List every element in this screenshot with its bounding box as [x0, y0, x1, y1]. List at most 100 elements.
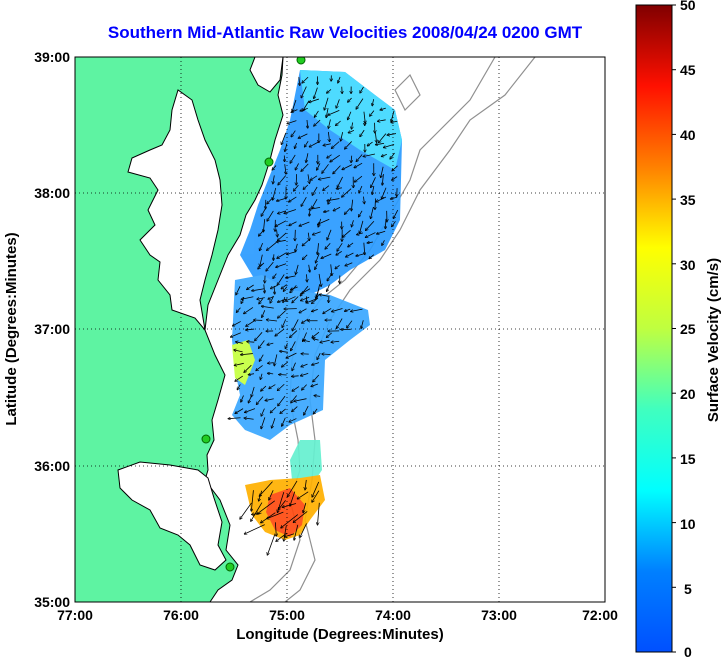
velocity-arrow: [301, 86, 307, 98]
velocity-arrow: [343, 229, 351, 237]
velocity-arrow: [291, 109, 298, 113]
velocity-arrow: [257, 396, 264, 405]
velocity-arrow: [261, 408, 265, 416]
x-tick-label: 73:00: [481, 607, 517, 623]
velocity-arrow: [284, 209, 297, 214]
velocity-arrow: [346, 252, 354, 257]
velocity-arrow: [236, 286, 241, 294]
velocity-arrow: [277, 239, 286, 242]
velocity-arrow: [294, 184, 299, 191]
velocity-arrow: [347, 320, 353, 328]
velocity-arrow: [324, 211, 330, 212]
velocity-arrow: [241, 395, 244, 402]
velocity-arrow: [278, 298, 288, 302]
velocity-arrow: [268, 373, 274, 374]
x-tick-label: 75:00: [269, 607, 305, 623]
velocity-arrow: [260, 242, 263, 250]
velocity-arrow: [270, 296, 274, 303]
velocity-arrow: [387, 134, 397, 135]
velocity-arrow: [377, 230, 386, 234]
velocity-arrow: [231, 332, 241, 337]
velocity-arrow: [280, 408, 286, 413]
x-tick-label: 74:00: [375, 607, 411, 623]
station-marker: [264, 157, 274, 167]
velocity-arrow: [267, 242, 277, 250]
velocity-arrow: [299, 77, 300, 85]
velocity-arrow: [269, 490, 274, 499]
velocity-arrow: [363, 196, 364, 204]
colorbar-tick-label: 15: [680, 451, 696, 467]
velocity-arrow: [345, 141, 352, 148]
velocity-arrow: [282, 319, 287, 327]
velocity-arrow: [360, 220, 364, 233]
velocity-arrow: [267, 534, 276, 554]
velocity-arrow: [286, 296, 296, 301]
velocity-arrow: [273, 273, 277, 279]
velocity-arrow: [298, 133, 308, 138]
velocity-arrow: [300, 107, 308, 110]
velocity-arrow: [327, 154, 332, 158]
velocity-arrow: [393, 209, 399, 218]
velocity-arrow: [313, 231, 321, 235]
velocity-arrow: [284, 286, 288, 291]
velocity-arrow: [282, 361, 288, 367]
velocity-arrow: [313, 339, 319, 340]
velocity-arrow: [275, 328, 285, 336]
station-marker: [201, 434, 211, 444]
velocity-arrow: [280, 351, 288, 352]
velocity-arrow: [284, 525, 287, 541]
velocity-arrow: [299, 221, 310, 226]
chesapeake-bay: [127, 89, 223, 332]
velocity-arrow: [323, 308, 332, 313]
velocity-arrow: [249, 374, 255, 375]
velocity-arrow: [318, 502, 320, 525]
velocity-arrow: [302, 76, 309, 83]
velocity-arrow: [259, 340, 265, 349]
velocity-arrow: [351, 308, 363, 311]
velocity-arrow: [328, 119, 331, 128]
velocity-arrow: [276, 532, 287, 541]
y-tick-label: 37:00: [34, 321, 70, 337]
velocity-arrow: [278, 175, 287, 185]
velocity-arrow: [246, 329, 255, 330]
velocity-arrow: [392, 176, 398, 180]
velocity-arrow: [368, 141, 373, 146]
velocity-arrow: [282, 503, 297, 507]
velocity-arrow: [294, 398, 307, 402]
velocity-arrow: [376, 143, 385, 144]
velocity-arrow: [299, 308, 307, 313]
velocity-arrow: [257, 298, 265, 300]
velocity-arrow: [308, 174, 310, 183]
velocity-arrow: [327, 229, 332, 240]
velocity-arrow: [313, 408, 318, 414]
velocity-arrow: [314, 396, 321, 397]
velocity-arrow: [244, 307, 254, 313]
velocity-arrow: [385, 218, 386, 229]
velocity-arrow: [293, 511, 308, 522]
velocity-arrow: [304, 340, 310, 342]
velocity-arrow: [291, 130, 296, 137]
velocity-arrow: [290, 491, 296, 506]
velocity-arrow: [330, 154, 341, 162]
velocity-arrow: [357, 233, 364, 235]
velocity-arrow: [321, 253, 332, 258]
velocity-arrow: [328, 110, 340, 115]
velocity-arrow: [351, 199, 352, 211]
velocity-arrow: [247, 342, 255, 343]
velocity-arrow: [345, 308, 351, 311]
velocity-arrow: [341, 132, 344, 141]
velocity-arrow: [314, 87, 318, 99]
velocity-arrow: [237, 307, 241, 312]
x-axis-label: Longitude (Degrees:Minutes): [236, 626, 444, 643]
velocity-arrow: [245, 408, 256, 413]
velocity-arrow: [256, 365, 263, 370]
velocity-arrow: [260, 373, 262, 379]
velocity-arrow: [294, 524, 299, 540]
velocity-arrow: [295, 142, 297, 148]
colorbar-tick-label: 40: [680, 127, 696, 143]
velocity-arrow: [286, 275, 296, 278]
map-area: [74, 56, 606, 603]
colorbar-tick-label: 25: [680, 321, 696, 337]
pamlico-sound: [117, 461, 227, 571]
velocity-arrow: [320, 339, 330, 342]
